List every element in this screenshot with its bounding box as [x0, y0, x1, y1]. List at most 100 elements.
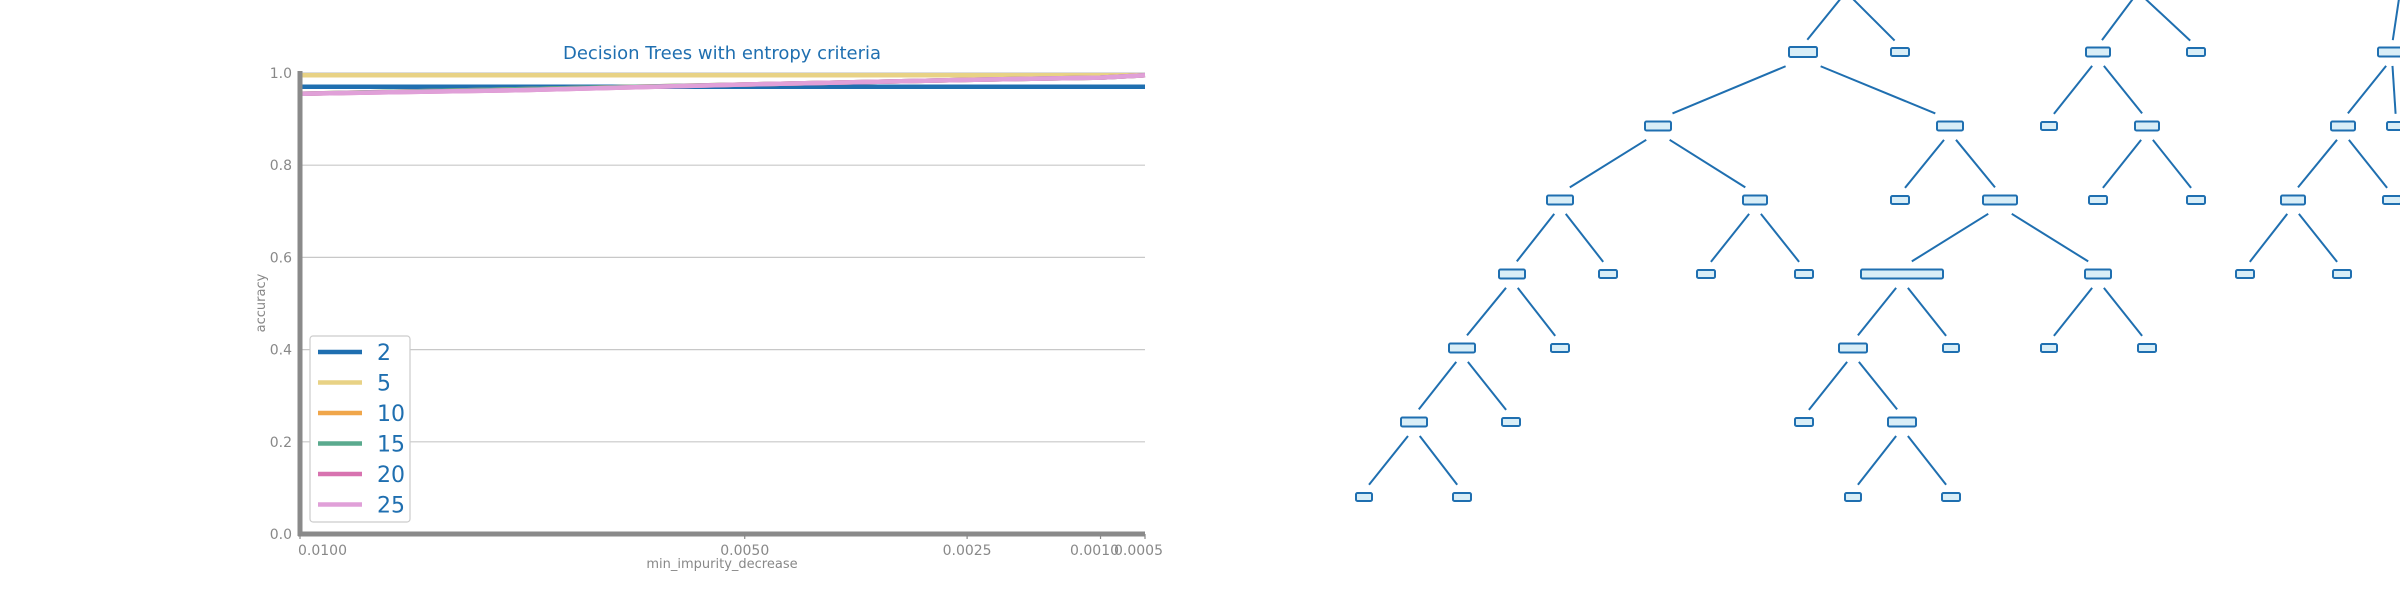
legend-label-2: 2 [377, 341, 391, 366]
tree-edge [1669, 138, 1746, 189]
tree-edge [1904, 139, 1945, 189]
tree-node [2386, 121, 2400, 131]
tree-node [1644, 120, 1672, 132]
y-tick-label: 0.4 [270, 343, 292, 359]
legend-label-15: 15 [377, 433, 405, 458]
y-tick-label: 0.8 [270, 158, 292, 174]
tree-edge [2011, 212, 2089, 263]
tree-node [1838, 342, 1868, 354]
tree-edge [1857, 435, 1897, 486]
tree-edge [1467, 361, 1507, 411]
tree-edge [1368, 435, 1409, 486]
tree-node [1794, 417, 1814, 427]
tree-edge [1955, 139, 1996, 189]
tree-node [1498, 268, 1526, 280]
tree-edge [2145, 0, 2191, 42]
tree-node [1890, 195, 1910, 205]
decision-tree-diagram [1355, 0, 2400, 502]
tree-edge [2249, 213, 2289, 263]
axes [297, 71, 1145, 537]
tree-node [1550, 343, 1570, 353]
tree-edge [1911, 212, 1989, 263]
tree-edge [2103, 65, 2143, 115]
tree-edge [2053, 65, 2093, 115]
tree-node [1448, 342, 1476, 354]
tree-edge [1710, 213, 1750, 263]
tree-node [1936, 120, 1964, 132]
tree-node [1887, 416, 1917, 428]
tree-edge [2298, 213, 2338, 263]
tree-node [1598, 269, 1618, 279]
tree-edge [1852, 0, 1896, 42]
series-line-25 [299, 73, 1146, 96]
tree-edge [1516, 287, 1556, 337]
tree-node [1742, 194, 1768, 206]
x-tick-label: 0.0010 [1070, 543, 1119, 559]
tree-edge [2053, 287, 2093, 337]
tree-edge [2391, 0, 2400, 41]
tree-node [1844, 492, 1862, 502]
tree-edge [2347, 65, 2387, 115]
tree-node [2186, 195, 2206, 205]
tree-node [2332, 269, 2352, 279]
tree-edge [1418, 435, 1458, 486]
tree-edge [2103, 287, 2143, 337]
tree-edge [2297, 139, 2338, 189]
y-axis-label: accuracy [254, 273, 269, 332]
tree-node [2040, 121, 2058, 131]
series-lines [299, 73, 1146, 96]
x-tick-label: 0.0050 [720, 543, 769, 559]
tree-edge [2152, 139, 2192, 189]
tree-edge [1808, 361, 1848, 411]
tree-edge [2391, 65, 2397, 114]
tree-edge [1760, 213, 1800, 263]
tree-edge [1806, 0, 1841, 41]
tree-node [2280, 194, 2306, 206]
tree-node [1890, 47, 1910, 57]
tree-node [2084, 268, 2112, 280]
tree-edge [2101, 0, 2134, 41]
tree-edge [1564, 213, 1604, 263]
tree-edge [1857, 287, 1897, 337]
tree-node [1788, 46, 1818, 58]
tree-node [1941, 492, 1961, 502]
tree-node [1501, 417, 1521, 427]
tree-edge [1466, 287, 1507, 337]
tree-node [1355, 492, 1373, 502]
y-tick-label: 0.2 [270, 435, 292, 451]
tree-node [1794, 269, 1814, 279]
tree-edge [1672, 65, 1786, 115]
legend-label-20: 20 [377, 463, 405, 488]
tree-node [2330, 120, 2356, 132]
x-tick-label: 0.0100 [298, 543, 347, 559]
tree-edge [2102, 139, 2142, 189]
tree-edge [2348, 139, 2388, 189]
tree-edge [1418, 361, 1458, 411]
tree-edge [1907, 287, 1947, 337]
tree-node [1860, 268, 1944, 280]
tree-node [1982, 194, 2018, 206]
tree-node [2186, 47, 2206, 57]
tree-node [2085, 46, 2111, 58]
tree-node [2088, 195, 2108, 205]
tree-node [1452, 492, 1472, 502]
tree-edge [1820, 65, 1936, 115]
grid-lines [300, 72, 1145, 443]
tree-node [2040, 343, 2058, 353]
tree-node [2134, 120, 2160, 132]
tree-node [2137, 343, 2157, 353]
x-axis-label: min_impurity_decrease [646, 557, 797, 572]
tree-node [2235, 269, 2255, 279]
tree-node [1942, 343, 1960, 353]
x-tick-label: 0.0025 [943, 543, 992, 559]
tick-labels: 0.0 0.2 0.4 0.6 0.8 1.0 0.0100 0.0050 0.0025 0.00… [270, 66, 1163, 559]
tree-node [1400, 416, 1428, 428]
tree-edge [1907, 435, 1947, 486]
tree-edge [1569, 138, 1647, 189]
tree-node [1696, 269, 1716, 279]
legend-label-10: 10 [377, 402, 405, 427]
tree-edge [1858, 361, 1898, 411]
tree-node [1546, 194, 1574, 206]
chart-title: Decision Trees with entropy criteria [563, 43, 881, 64]
